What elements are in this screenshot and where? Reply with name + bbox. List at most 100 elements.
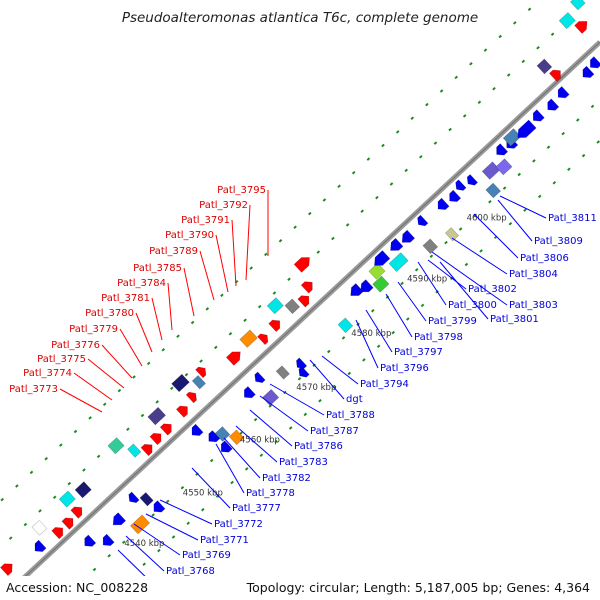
tick-dot <box>345 223 350 227</box>
leader-line <box>119 328 143 367</box>
tick-dot <box>479 249 483 253</box>
tick-dot <box>536 46 540 50</box>
genome-backbone-core <box>0 41 600 600</box>
tick-dot <box>243 318 247 322</box>
gene-feature <box>417 214 429 227</box>
gene-feature <box>159 423 172 436</box>
leader-lines-layer <box>59 190 547 586</box>
gene-feature <box>58 490 76 508</box>
leader-line <box>473 213 519 259</box>
leader-line <box>215 234 229 293</box>
tick-dot <box>228 332 233 336</box>
gene-feature <box>582 65 595 78</box>
leader-line <box>431 251 508 306</box>
tick-dot <box>176 334 180 338</box>
leader-line <box>385 293 413 338</box>
gene-label: Patl_3775 <box>37 354 86 365</box>
gene-feature <box>254 371 266 384</box>
gene-feature <box>574 21 588 34</box>
gene-feature <box>102 533 115 546</box>
gene-feature <box>191 423 204 436</box>
gene-feature <box>444 227 460 242</box>
gene-feature <box>275 365 290 380</box>
tick-dot <box>73 429 78 434</box>
tick-dot <box>293 225 297 229</box>
tick-dot <box>205 307 210 311</box>
gene-label: Patl_3771 <box>200 535 249 546</box>
tick-dot <box>391 330 395 335</box>
gene-label: Patl_3801 <box>490 314 539 325</box>
gene-feature <box>107 437 125 455</box>
tick-dot <box>537 194 542 199</box>
gene-feature <box>547 98 560 111</box>
gene-label: Patl_3792 <box>199 200 248 211</box>
tick-dot <box>117 388 122 393</box>
tick-dot <box>253 417 258 422</box>
gene-feature <box>243 386 256 399</box>
gene-label: Patl_3785 <box>133 263 182 274</box>
gene-feature <box>388 252 409 272</box>
gene-feature <box>129 514 151 535</box>
leader-line <box>451 237 508 275</box>
tick-dot <box>308 211 312 216</box>
tick-dot <box>360 209 364 213</box>
gene-feature <box>296 357 308 369</box>
tick-dot <box>214 345 218 350</box>
gene-feature <box>147 406 166 426</box>
gene-feature <box>225 351 241 366</box>
gene-feature <box>34 539 47 552</box>
tick-dot <box>332 385 337 389</box>
gene-label: Patl_3799 <box>428 316 477 327</box>
leader-line <box>59 388 103 413</box>
gene-feature <box>149 432 162 446</box>
tick-dot <box>140 413 145 418</box>
leader-line <box>439 261 489 320</box>
tick-dot <box>52 495 57 500</box>
leader-line <box>159 499 213 525</box>
tick-dot <box>92 567 97 572</box>
gene-label: Patl_3768 <box>166 566 215 577</box>
tick-dot <box>389 182 394 186</box>
tick-dot <box>581 153 586 158</box>
gene-feature <box>449 189 462 202</box>
leader-line <box>151 297 163 341</box>
tick-dot <box>414 268 419 272</box>
leader-line <box>183 267 195 317</box>
scale-label: 4590 kbp <box>407 275 447 285</box>
tick-dot <box>550 32 555 36</box>
leader-line <box>235 425 278 463</box>
gene-feature <box>171 373 190 393</box>
tick-dot <box>199 359 203 363</box>
tick-dot <box>259 453 264 457</box>
tick-dot <box>521 59 526 64</box>
gene-label: Patl_3779 <box>69 324 118 335</box>
scale-label: 4580 kbp <box>351 329 391 339</box>
gene-feature <box>548 69 561 82</box>
gene-feature <box>368 262 386 280</box>
gene-feature <box>84 534 97 547</box>
gene-label: Patl_3790 <box>165 230 214 241</box>
leader-line <box>249 409 293 447</box>
tick-dot <box>155 400 159 404</box>
tick-dot <box>38 509 42 513</box>
leader-line <box>145 513 199 541</box>
gene-feature <box>128 491 140 504</box>
tick-dot <box>425 102 429 107</box>
scale-label: 4550 kbp <box>183 489 223 499</box>
gene-feature <box>569 0 586 11</box>
gene-feature <box>214 426 231 442</box>
gene-labels-layer: Patl_3773 Patl_3774 Patl_3775 Patl_3776 Patl… <box>9 185 597 591</box>
tick-dot <box>327 349 331 354</box>
gene-feature <box>0 563 13 576</box>
tick-dot <box>161 348 166 352</box>
tick-dot <box>506 73 511 77</box>
tick-dot <box>576 118 580 122</box>
tick-dot <box>88 416 92 420</box>
gene-label: Patl_3797 <box>394 347 443 358</box>
tick-dot <box>552 181 557 185</box>
gene-label: Patl_3809 <box>534 236 583 247</box>
leader-line <box>125 535 165 572</box>
leader-line <box>499 195 547 219</box>
tick-dot <box>444 240 448 245</box>
